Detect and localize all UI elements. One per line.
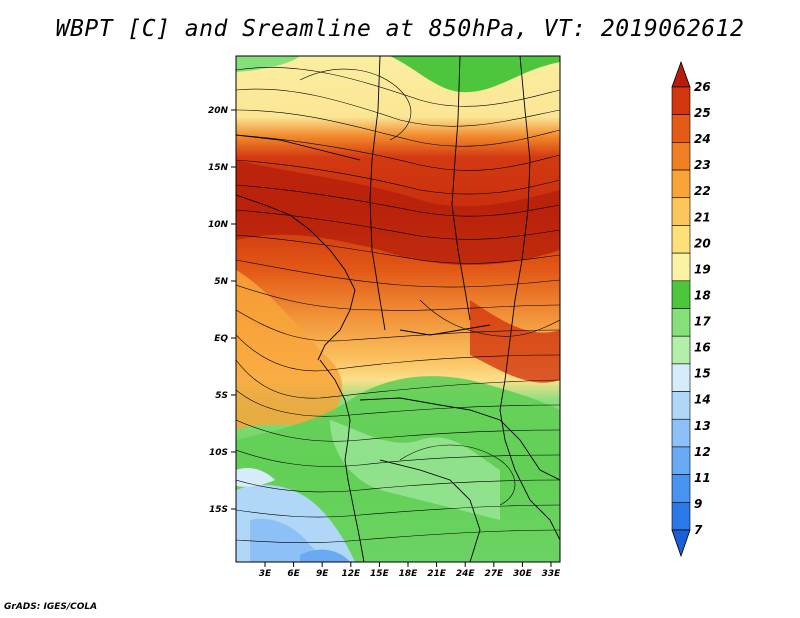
colorbar-label: 23: [694, 158, 711, 172]
colorbar-box: [671, 142, 691, 171]
colorbar-box: [671, 446, 691, 475]
colorbar-label: 11: [694, 471, 711, 485]
colorbar-box: [671, 418, 691, 448]
lat-label: 15N: [208, 163, 229, 173]
colorbar-label: 22: [694, 184, 711, 198]
colorbar-box: [671, 169, 691, 199]
colorbar-label: 15: [694, 367, 711, 381]
grads-credit: GrADS: IGES/COLA: [4, 602, 98, 612]
latitude-axis: 20N 15N 10N 5N EQ 5S 10S 15S: [208, 106, 236, 515]
lat-label: 10N: [208, 220, 229, 230]
lon-label: 30E: [513, 569, 533, 579]
colorbar-box: [671, 335, 691, 365]
colorbar-label: 19: [694, 262, 711, 276]
lon-label: 9E: [316, 569, 329, 579]
lat-label: 20N: [208, 106, 229, 116]
lon-label: 18E: [399, 569, 419, 579]
lon-label: 15E: [370, 569, 390, 579]
lat-label: 10S: [209, 448, 228, 458]
lat-label: 5S: [215, 391, 228, 401]
colorbar-label: 12: [694, 445, 711, 459]
colorbar: 26 25 24 23 22 21 20 19 18 17 16 15 14 13 12 11 9 7: [671, 60, 711, 558]
colorbar-label: 16: [694, 341, 711, 355]
lon-label: 6E: [287, 569, 300, 579]
wbpt-shaded-field: [236, 56, 560, 562]
map-frame: [235, 55, 561, 563]
lon-label: 3E: [259, 569, 272, 579]
lon-label: 27E: [484, 569, 504, 579]
colorbar-box: [671, 225, 691, 254]
map-title: WBPT [C] and Sreamline at 850hPa, VT: 20…: [55, 16, 745, 42]
country-borders: [236, 56, 560, 562]
lat-label: 5N: [214, 277, 228, 287]
colorbar-box: [671, 280, 691, 309]
lat-label: EQ: [214, 334, 228, 344]
colorbar-box: [671, 502, 691, 531]
lon-label: 33E: [542, 569, 562, 579]
colorbar-label: 18: [694, 288, 711, 302]
colorbar-box: [671, 86, 691, 115]
colorbar-label: 9: [694, 497, 702, 511]
longitude-axis: 3E 6E 9E 12E 15E 18E 21E 24E 27E 30E 33E: [259, 562, 561, 579]
lat-label: 15S: [209, 505, 228, 515]
colorbar-box: [671, 114, 691, 143]
colorbar-label: 25: [694, 106, 711, 120]
colorbar-label: 13: [694, 419, 711, 433]
colorbar-box: [671, 308, 691, 337]
colorbar-box: [671, 391, 691, 420]
colorbar-box: [671, 363, 691, 392]
colorbar-box: [671, 252, 691, 282]
colorbar-bottom-arrow: [671, 529, 691, 558]
colorbar-label: 24: [694, 132, 711, 146]
colorbar-label: 17: [694, 315, 711, 329]
streamlines: [236, 67, 560, 544]
colorbar-top-arrow: [671, 60, 691, 88]
colorbar-box: [671, 197, 691, 226]
colorbar-label: 20: [694, 236, 711, 250]
colorbar-box: [671, 474, 691, 503]
colorbar-label: 26: [694, 80, 711, 94]
lon-label: 21E: [427, 569, 447, 579]
lon-label: 24E: [456, 569, 476, 579]
colorbar-label: 14: [694, 393, 711, 407]
colorbar-label: 21: [694, 210, 711, 224]
colorbar-label: 7: [694, 523, 703, 537]
lon-label: 12E: [341, 569, 361, 579]
